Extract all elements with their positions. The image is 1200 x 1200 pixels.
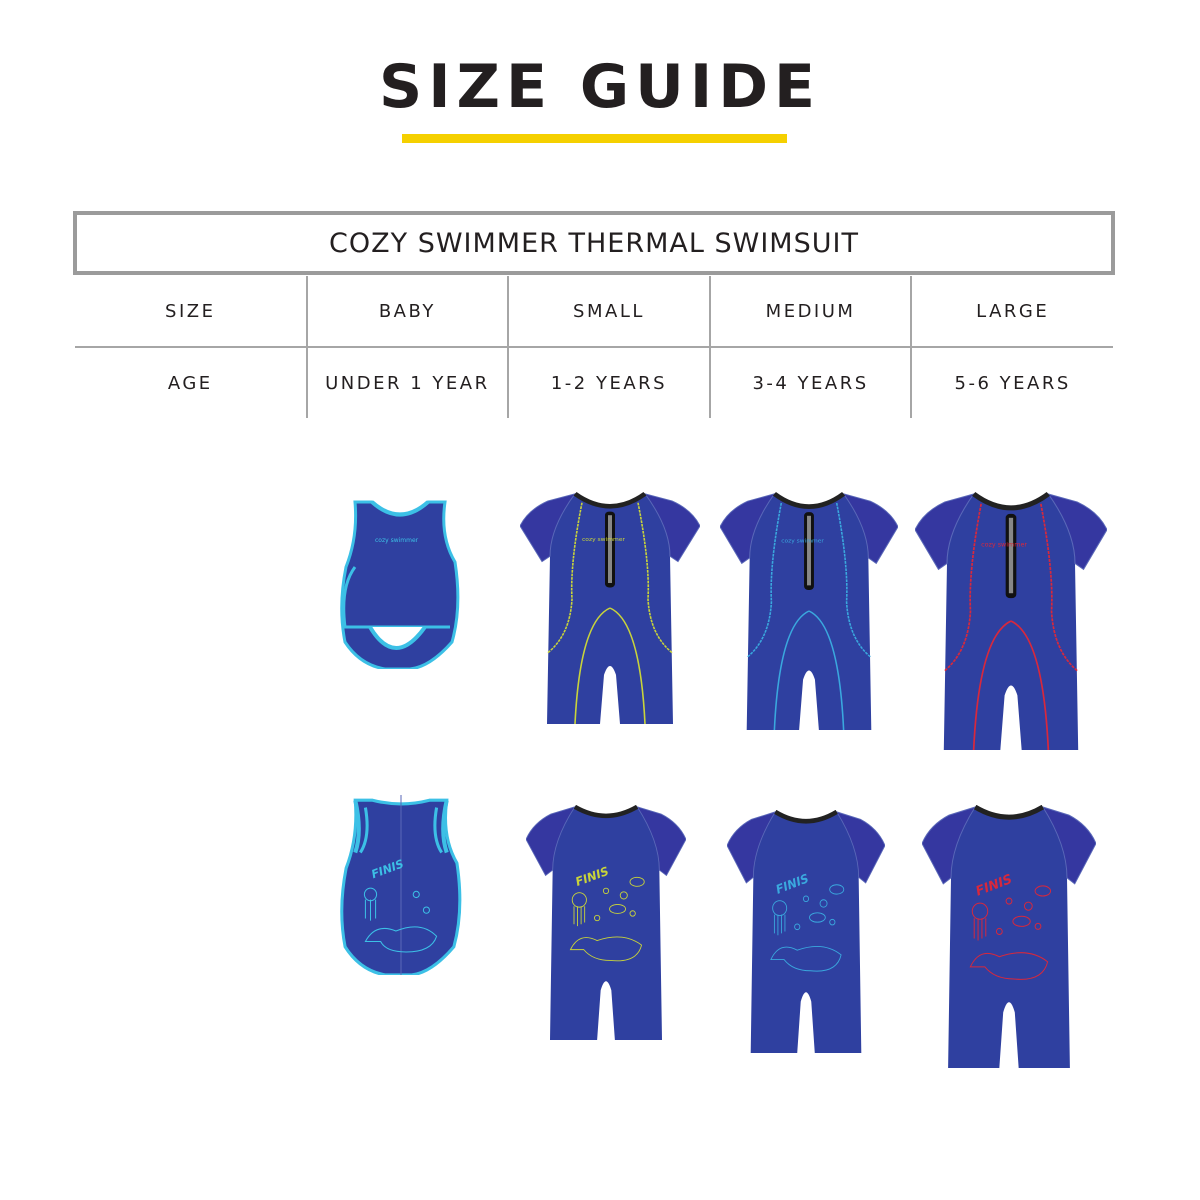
product-name: COZY SWIMMER THERMAL SWIMSUIT bbox=[73, 211, 1115, 275]
suit-large-back: FINIS bbox=[921, 804, 1097, 1068]
suit-baby-front: cozy swimmer bbox=[340, 497, 460, 671]
svg-text:cozy swimmer: cozy swimmer bbox=[582, 537, 626, 543]
suit-small-front: cozy swimmer bbox=[519, 492, 701, 725]
swimsuit-illustration: FINIS bbox=[525, 804, 687, 1040]
suit-medium-front: cozy swimmer bbox=[719, 492, 899, 731]
age-baby: UNDER 1 YEAR bbox=[305, 348, 508, 418]
size-row: SIZE BABY SMALL MEDIUM LARGE bbox=[75, 276, 1113, 348]
age-small: 1-2 YEARS bbox=[507, 348, 709, 418]
svg-text:cozy swimmer: cozy swimmer bbox=[981, 542, 1027, 549]
page-title: SIZE GUIDE bbox=[378, 52, 821, 122]
age-label: AGE bbox=[167, 372, 213, 394]
size-small: SMALL bbox=[507, 276, 709, 346]
size-label: SIZE bbox=[165, 300, 216, 322]
swimsuit-illustration: FINIS bbox=[726, 809, 886, 1053]
size-baby: BABY bbox=[305, 276, 508, 346]
age-medium: 3-4 YEARS bbox=[708, 348, 911, 418]
svg-text:cozy swimmer: cozy swimmer bbox=[781, 539, 824, 545]
swimsuit-illustration: cozy swimmer bbox=[914, 492, 1108, 751]
swimsuit-illustration: FINIS bbox=[340, 795, 462, 977]
size-large: LARGE bbox=[910, 276, 1113, 346]
age-row: AGE UNDER 1 YEAR 1-2 YEARS 3-4 YEARS 5-6… bbox=[75, 348, 1113, 418]
swimsuit-illustration: FINIS bbox=[921, 804, 1097, 1068]
title-underline bbox=[402, 134, 787, 143]
suit-large-front: cozy swimmer bbox=[914, 492, 1108, 751]
size-medium: MEDIUM bbox=[708, 276, 911, 346]
swimsuit-illustration: cozy swimmer bbox=[340, 500, 460, 671]
swimsuit-illustration: cozy swimmer bbox=[719, 492, 899, 731]
suit-medium-back: FINIS bbox=[726, 809, 886, 1053]
age-large: 5-6 YEARS bbox=[910, 348, 1113, 418]
suit-small-back: FINIS bbox=[525, 804, 687, 1040]
suit-baby-back: FINIS bbox=[340, 795, 462, 977]
svg-text:cozy swimmer: cozy swimmer bbox=[375, 537, 419, 544]
swimsuit-illustration: cozy swimmer bbox=[519, 492, 701, 725]
